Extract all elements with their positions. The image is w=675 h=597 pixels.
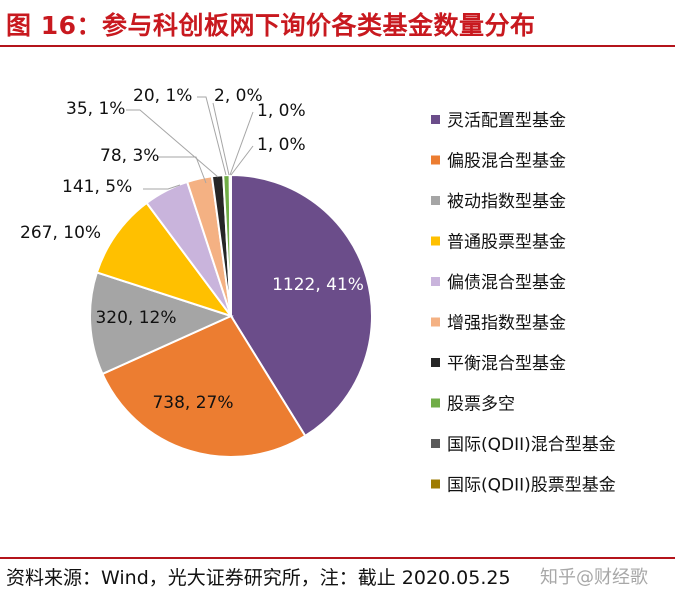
leader-line-10: [229, 111, 254, 176]
legend-label-2: 偏股混合型基金: [447, 152, 566, 172]
data-label-10: 1, 0%: [257, 101, 306, 121]
leader-line-8: [197, 96, 227, 176]
legend-label-1: 灵活配置型基金: [447, 111, 566, 131]
data-label-3: 320, 12%: [95, 308, 176, 328]
bottom-divider: [0, 557, 675, 559]
leader-line-7: [126, 109, 219, 178]
legend-label-4: 普通股票型基金: [447, 233, 566, 253]
legend-swatch-1: [431, 115, 440, 124]
legend-label-9: 国际(QDII)混合型基金: [447, 435, 616, 455]
legend-swatch-8: [431, 398, 440, 408]
data-label-9: 2, 0%: [214, 86, 263, 106]
chart-title: 图 16：参与科创板网下询价各类基金数量分布: [6, 11, 536, 40]
legend-label-6: 增强指数型基金: [447, 314, 566, 334]
pie-slice-4: [95, 201, 234, 318]
legend-swatch-9: [431, 439, 440, 448]
legend-label-7: 平衡混合型基金: [447, 354, 566, 374]
leader-line-9: [212, 102, 230, 176]
data-label-5: 141, 5%: [62, 177, 132, 197]
legend-swatch-5: [431, 277, 440, 286]
pie-slice-1: [230, 173, 373, 438]
pie-slice-3: [89, 271, 234, 376]
leader-line-11: [230, 145, 254, 176]
legend-swatch-6: [431, 317, 440, 327]
legend-label-3: 被动指数型基金: [447, 192, 566, 212]
data-label-2: 738, 27%: [152, 393, 233, 413]
data-label-7: 35, 1%: [66, 99, 125, 119]
data-label-8: 20, 1%: [133, 86, 192, 106]
data-label-1: 1122, 41%: [272, 275, 364, 295]
leader-line-5: [143, 184, 181, 190]
top-divider: [0, 45, 675, 47]
legend-label-10: 国际(QDII)股票型基金: [447, 476, 616, 496]
leader-line-6: [158, 156, 207, 184]
data-label-11: 1, 0%: [257, 135, 306, 155]
legend-label-8: 股票多空: [447, 395, 515, 415]
legend-swatch-2: [431, 155, 440, 165]
data-label-6: 78, 3%: [100, 146, 159, 166]
legend-swatch-4: [431, 236, 440, 246]
legend-label-5: 偏债混合型基金: [447, 273, 566, 293]
legend-swatch-7: [431, 358, 440, 367]
source-note: 资料来源：Wind，光大证券研究所，注：截止 2020.05.25: [6, 567, 511, 589]
watermark: 知乎@财经歌: [540, 567, 648, 588]
legend-swatch-10: [431, 479, 440, 489]
legend-swatch-3: [431, 196, 440, 205]
data-label-4: 267, 10%: [20, 223, 101, 243]
